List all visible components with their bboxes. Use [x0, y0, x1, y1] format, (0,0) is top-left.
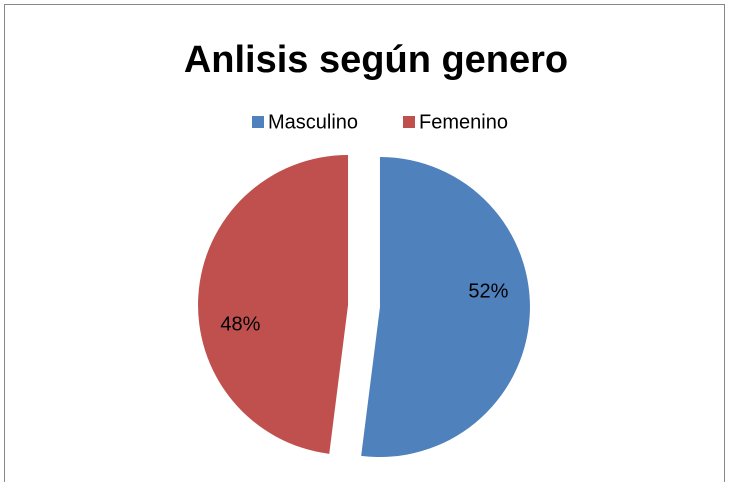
legend-label: Masculino — [268, 111, 358, 133]
pie-slice — [198, 154, 349, 454]
legend-swatch — [403, 116, 415, 128]
data-label: 52% — [468, 280, 508, 302]
legend-label: Femenino — [419, 111, 508, 133]
data-label: 48% — [220, 314, 260, 336]
pie-slice — [361, 157, 530, 458]
chart-title: Anlisis según genero — [184, 39, 568, 81]
chart-frame — [4, 4, 725, 487]
legend-swatch — [252, 116, 264, 128]
